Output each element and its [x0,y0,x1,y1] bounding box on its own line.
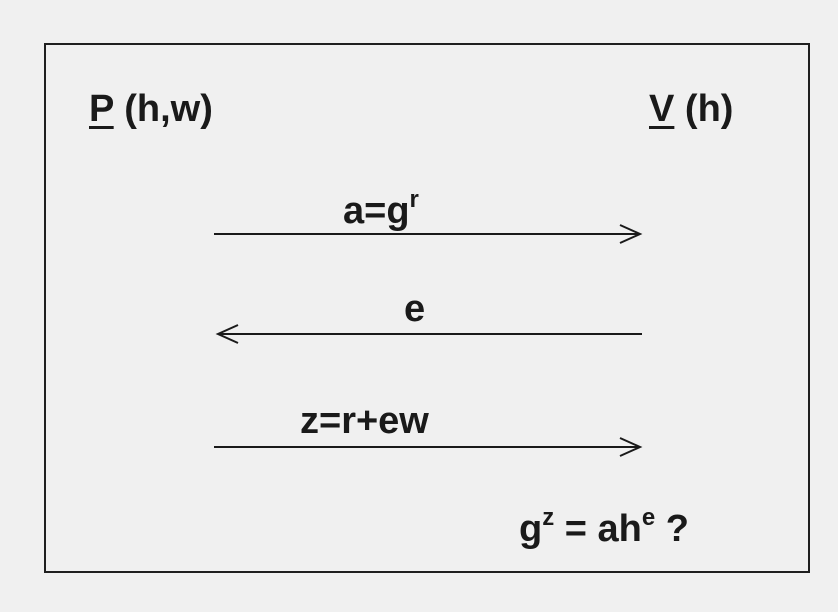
arrow-prover-to-verifier-1 [214,224,644,244]
check-part-2: = ah [554,508,642,550]
message-response-label: z=r+ew [300,402,429,440]
prover-name: P [89,88,114,130]
check-exponent-1: z [542,504,555,531]
verifier-label: V (h) [649,90,733,128]
message-challenge-base: e [404,288,426,330]
message-commitment-label: a=gr [343,188,419,232]
check-question-mark: ? [665,508,690,550]
verification-equation: gz = ahe ? [519,506,690,550]
verifier-name: V [649,88,675,130]
message-commitment-exponent: r [409,186,419,213]
arrow-verifier-to-prover [214,324,644,344]
message-challenge-label: e [404,290,425,328]
prover-label: P (h,w) [89,90,213,128]
check-part-1: g [519,508,543,550]
verifier-params: (h) [684,88,734,130]
prover-params: (h,w) [124,88,213,130]
diagram-frame [44,43,810,573]
check-exponent-2: e [641,504,656,531]
arrow-prover-to-verifier-2 [214,437,644,457]
message-response-base: z=r+ew [300,400,429,442]
message-commitment-base: a=g [343,190,410,232]
